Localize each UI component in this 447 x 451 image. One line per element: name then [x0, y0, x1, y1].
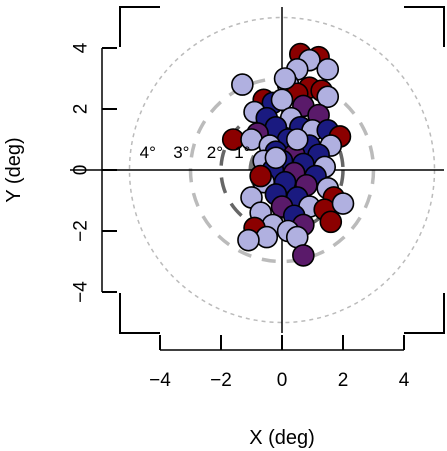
- data-point: [273, 67, 297, 90]
- x-tick-label: −4: [149, 370, 171, 391]
- y-tick-label: 0: [71, 165, 92, 176]
- data-point: [249, 164, 272, 188]
- plot-frame: [119, 6, 445, 334]
- y-tick-label: 2: [71, 104, 92, 115]
- ring-label-5deg: 4°: [140, 143, 156, 162]
- ring-label-1deg: 1°: [234, 143, 250, 162]
- data-point: [237, 228, 260, 252]
- x-axis: −4 −2 0 2 4: [149, 335, 410, 391]
- data-point: [319, 210, 343, 234]
- frame-corner-0: [119, 6, 160, 47]
- data-point: [292, 244, 315, 267]
- data-point: [285, 128, 309, 151]
- frame-corner-2: [119, 293, 160, 334]
- x-axis-label: X (deg): [249, 427, 315, 449]
- frame-corner-3: [404, 293, 445, 334]
- data-point: [331, 192, 355, 215]
- data-point: [231, 73, 254, 96]
- data-point: [316, 58, 340, 81]
- x-tick-label: 2: [338, 370, 349, 391]
- y-tick-label: 4: [71, 42, 92, 53]
- data-point: [264, 146, 288, 170]
- ring-label-3deg: 3°: [173, 143, 189, 162]
- data-point: [255, 225, 279, 249]
- y-axis-label: Y (deg): [3, 137, 25, 202]
- x-tick-label: −2: [210, 370, 232, 391]
- y-tick-label: −2: [71, 220, 92, 242]
- ring-label-2deg: 2°: [207, 143, 223, 162]
- eccentricity-labels: 1° 2° 3° 4°: [140, 143, 251, 162]
- data-points: [221, 42, 355, 267]
- y-axis: −4 −2 0 2 4: [71, 42, 117, 303]
- y-tick-label: −4: [71, 281, 92, 303]
- frame-corner-1: [404, 6, 445, 47]
- x-tick-label: 0: [277, 370, 288, 391]
- data-point: [316, 85, 340, 109]
- x-tick-label: 4: [399, 370, 410, 391]
